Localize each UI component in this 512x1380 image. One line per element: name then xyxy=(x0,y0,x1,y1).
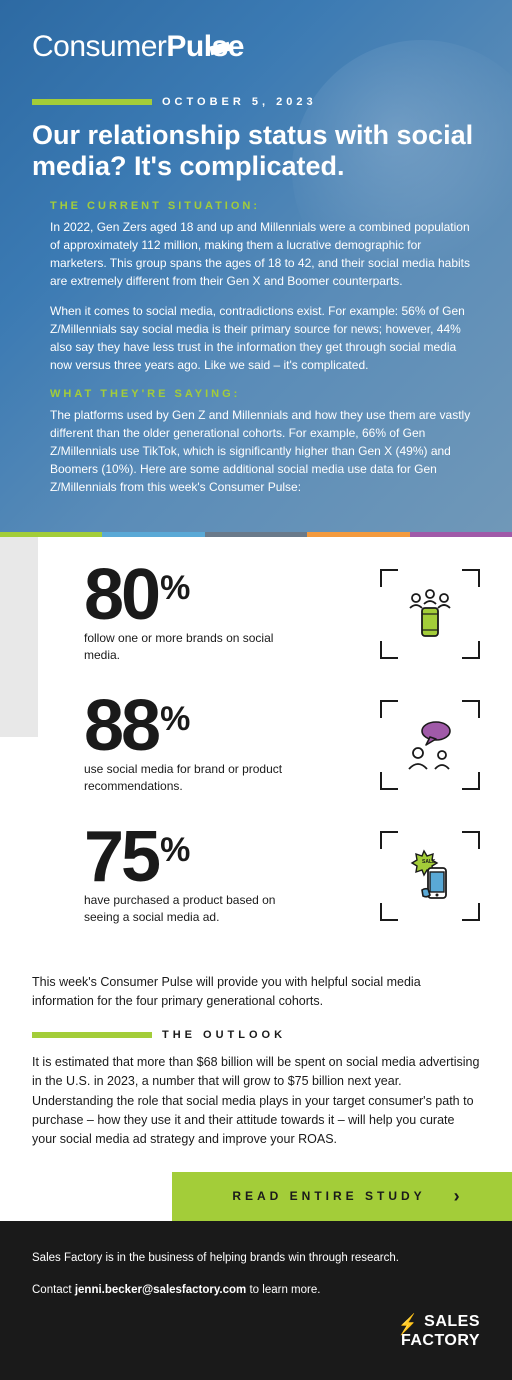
footer-line2: Contact jenni.becker@salesfactory.com to… xyxy=(32,1281,480,1299)
chevron-right-icon: › xyxy=(454,1186,464,1207)
section1-label: THE CURRENT SITUATION: xyxy=(50,200,480,212)
stat-number: 75 xyxy=(84,827,158,888)
logo-part2: Pul xyxy=(166,30,211,63)
section2-p1: The platforms used by Gen Z and Millenni… xyxy=(50,406,480,496)
contact-email[interactable]: jenni.becker@salesfactory.com xyxy=(75,1284,246,1296)
mid-summary-text: This week's Consumer Pulse will provide … xyxy=(0,967,512,1029)
stat-pct: % xyxy=(160,700,190,739)
accent-bar xyxy=(32,1032,152,1038)
cta-wrap: READ ENTIRE STUDY › xyxy=(0,1172,512,1221)
section2-label: WHAT THEY'RE SAYING: xyxy=(50,388,480,400)
stat-desc: have purchased a product based on seeing… xyxy=(84,892,284,926)
logo-strike: s xyxy=(212,30,228,64)
grey-sidebar xyxy=(0,537,38,737)
svg-text:SALE: SALE xyxy=(422,859,436,865)
stat-row: 80% follow one or more brands on social … xyxy=(84,565,480,664)
outlook-header: THE OUTLOOK xyxy=(0,1029,512,1041)
stat-row: 88% use social media for brand or produc… xyxy=(84,696,480,795)
stat-number: 80 xyxy=(84,565,158,626)
read-study-button[interactable]: READ ENTIRE STUDY › xyxy=(172,1172,512,1221)
stat-pct: % xyxy=(160,831,190,870)
phone-people-icon xyxy=(380,569,480,659)
sf-mark-icon: ⚡ xyxy=(397,1316,418,1335)
sales-factory-logo: ⚡SALES FACTORY xyxy=(32,1314,480,1348)
cta-label: READ ENTIRE STUDY xyxy=(232,1189,425,1203)
brand-logo: ConsumerPulse xyxy=(32,30,480,64)
section1-p1: In 2022, Gen Zers aged 18 and up and Mil… xyxy=(50,218,480,290)
stat-row: 75% have purchased a product based on se… xyxy=(84,827,480,926)
phone-sale-icon: SALE xyxy=(380,831,480,921)
stat-number: 88 xyxy=(84,696,158,757)
speech-people-icon xyxy=(380,700,480,790)
stat-pct: % xyxy=(160,569,190,608)
section1-p2: When it comes to social media, contradic… xyxy=(50,302,480,374)
logo-part1: Consumer xyxy=(32,30,166,63)
stats-section: 80% follow one or more brands on social … xyxy=(0,537,512,967)
accent-bar xyxy=(32,99,152,105)
footer-line1: Sales Factory is in the business of help… xyxy=(32,1249,480,1267)
hero-section: ConsumerPulse OCTOBER 5, 2023 Our relati… xyxy=(0,0,512,532)
footer: Sales Factory is in the business of help… xyxy=(0,1221,512,1380)
outlook-text: It is estimated that more than $68 billi… xyxy=(0,1053,512,1172)
headline: Our relationship status with social medi… xyxy=(32,120,480,182)
stat-desc: use social media for brand or product re… xyxy=(84,761,284,795)
outlook-label: THE OUTLOOK xyxy=(162,1029,286,1041)
stat-desc: follow one or more brands on social medi… xyxy=(84,630,284,664)
date-row: OCTOBER 5, 2023 xyxy=(32,96,480,108)
publish-date: OCTOBER 5, 2023 xyxy=(162,96,317,108)
